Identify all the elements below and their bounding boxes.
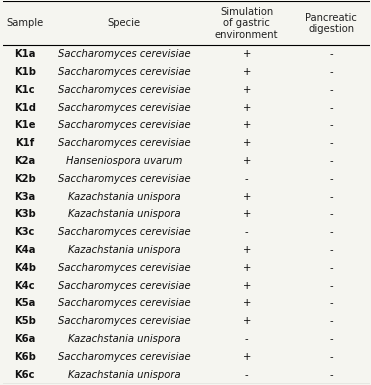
Text: -: - (245, 174, 249, 184)
Text: K1e: K1e (14, 121, 36, 131)
Text: Kazachstania unispora: Kazachstania unispora (68, 334, 180, 344)
Text: Saccharomyces cerevisiae: Saccharomyces cerevisiae (58, 281, 190, 291)
Text: Saccharomyces cerevisiae: Saccharomyces cerevisiae (58, 263, 190, 273)
Text: Saccharomyces cerevisiae: Saccharomyces cerevisiae (58, 138, 190, 148)
Text: Saccharomyces cerevisiae: Saccharomyces cerevisiae (58, 85, 190, 95)
Text: Saccharomyces cerevisiae: Saccharomyces cerevisiae (58, 67, 190, 77)
Text: -: - (329, 281, 333, 291)
Text: Saccharomyces cerevisiae: Saccharomyces cerevisiae (58, 352, 190, 362)
Text: -: - (329, 298, 333, 308)
Text: Saccharomyces cerevisiae: Saccharomyces cerevisiae (58, 121, 190, 131)
Text: -: - (329, 209, 333, 219)
Text: K3a: K3a (14, 192, 35, 202)
Text: -: - (329, 121, 333, 131)
Text: K2b: K2b (14, 174, 36, 184)
Text: K1f: K1f (15, 138, 35, 148)
Text: -: - (245, 334, 249, 344)
Text: +: + (243, 49, 251, 59)
Text: Saccharomyces cerevisiae: Saccharomyces cerevisiae (58, 174, 190, 184)
Text: Pancreatic
digestion: Pancreatic digestion (305, 13, 357, 34)
Text: Sample: Sample (6, 18, 43, 28)
Text: Specie: Specie (107, 18, 140, 28)
Text: +: + (243, 121, 251, 131)
Text: K3c: K3c (14, 227, 35, 237)
Text: +: + (243, 67, 251, 77)
Text: +: + (243, 281, 251, 291)
Text: Kazachstania unispora: Kazachstania unispora (68, 209, 180, 219)
Text: -: - (329, 352, 333, 362)
Text: Saccharomyces cerevisiae: Saccharomyces cerevisiae (58, 298, 190, 308)
Text: +: + (243, 138, 251, 148)
Text: K1b: K1b (14, 67, 36, 77)
Text: Saccharomyces cerevisiae: Saccharomyces cerevisiae (58, 316, 190, 326)
Text: -: - (329, 138, 333, 148)
Text: K6b: K6b (14, 352, 36, 362)
Text: +: + (243, 209, 251, 219)
Text: +: + (243, 316, 251, 326)
Text: -: - (329, 263, 333, 273)
Text: Hanseniospora uvarum: Hanseniospora uvarum (66, 156, 182, 166)
Text: -: - (329, 370, 333, 380)
Text: +: + (243, 298, 251, 308)
Text: K1a: K1a (14, 49, 36, 59)
Text: Saccharomyces cerevisiae: Saccharomyces cerevisiae (58, 49, 190, 59)
Text: K1c: K1c (14, 85, 35, 95)
Text: Simulation
of gastric
environment: Simulation of gastric environment (215, 7, 279, 40)
Text: Saccharomyces cerevisiae: Saccharomyces cerevisiae (58, 227, 190, 237)
Text: -: - (329, 49, 333, 59)
Text: -: - (329, 334, 333, 344)
Text: +: + (243, 245, 251, 255)
Text: +: + (243, 85, 251, 95)
Text: +: + (243, 352, 251, 362)
Text: -: - (329, 85, 333, 95)
Text: K3b: K3b (14, 209, 36, 219)
Text: Saccharomyces cerevisiae: Saccharomyces cerevisiae (58, 103, 190, 113)
Text: K1d: K1d (14, 103, 36, 113)
Text: -: - (329, 67, 333, 77)
Text: K5b: K5b (14, 316, 36, 326)
Text: -: - (329, 174, 333, 184)
Text: -: - (329, 192, 333, 202)
Text: +: + (243, 156, 251, 166)
Text: +: + (243, 103, 251, 113)
Text: Kazachstania unispora: Kazachstania unispora (68, 192, 180, 202)
Text: -: - (329, 227, 333, 237)
Text: -: - (329, 316, 333, 326)
Text: K4b: K4b (14, 263, 36, 273)
Text: -: - (245, 370, 249, 380)
Text: K6c: K6c (14, 370, 35, 380)
Text: -: - (329, 103, 333, 113)
Text: -: - (329, 156, 333, 166)
Text: +: + (243, 192, 251, 202)
Text: Kazachstania unispora: Kazachstania unispora (68, 370, 180, 380)
Text: -: - (329, 245, 333, 255)
Text: Kazachstania unispora: Kazachstania unispora (68, 245, 180, 255)
Text: K2a: K2a (14, 156, 35, 166)
Text: K5a: K5a (14, 298, 36, 308)
Text: +: + (243, 263, 251, 273)
Text: K6a: K6a (14, 334, 36, 344)
Text: K4a: K4a (14, 245, 36, 255)
Text: K4c: K4c (14, 281, 35, 291)
Text: -: - (245, 227, 249, 237)
